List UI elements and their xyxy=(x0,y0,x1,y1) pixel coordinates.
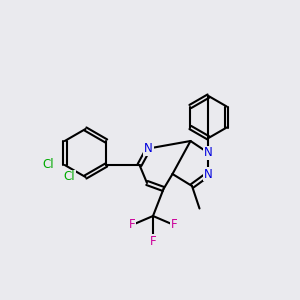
Text: N: N xyxy=(144,142,153,155)
Text: N: N xyxy=(204,167,213,181)
Text: F: F xyxy=(171,218,177,232)
Text: F: F xyxy=(129,218,135,232)
Text: F: F xyxy=(150,235,156,248)
Text: N: N xyxy=(204,146,213,160)
Text: Cl: Cl xyxy=(42,158,54,172)
Text: Cl: Cl xyxy=(63,170,75,184)
